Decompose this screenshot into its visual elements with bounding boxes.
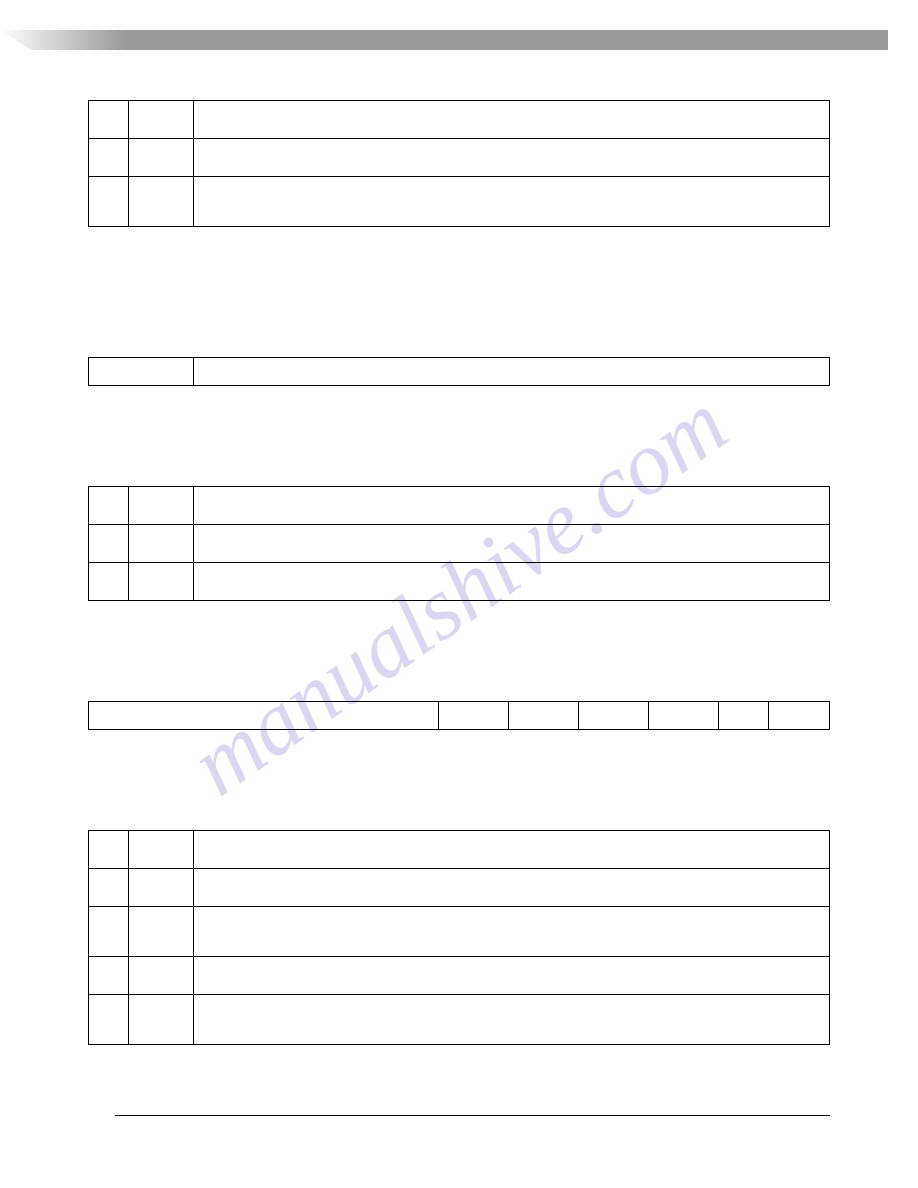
table-cell xyxy=(89,139,129,177)
table-row xyxy=(89,177,830,227)
table-cell xyxy=(129,525,194,563)
table-cell xyxy=(194,139,830,177)
table-cell xyxy=(194,995,830,1045)
table-row xyxy=(89,907,830,957)
table-cell xyxy=(89,358,194,386)
table-cell xyxy=(194,831,830,869)
table-5-section xyxy=(88,830,830,1045)
table-cell xyxy=(194,957,830,995)
page-content xyxy=(0,0,918,1105)
table-cell xyxy=(129,101,194,139)
table-cell xyxy=(89,831,129,869)
table-2 xyxy=(88,357,830,386)
table-cell xyxy=(194,487,830,525)
table-5 xyxy=(88,830,830,1045)
table-cell xyxy=(194,525,830,563)
table-row xyxy=(89,831,830,869)
table-row xyxy=(89,358,830,386)
table-cell xyxy=(89,869,129,907)
table-1-section xyxy=(88,100,830,227)
table-row xyxy=(89,139,830,177)
table-cell xyxy=(89,957,129,995)
table-cell xyxy=(129,831,194,869)
table-cell xyxy=(439,702,509,730)
table-cell xyxy=(89,487,129,525)
table-row xyxy=(89,995,830,1045)
table-cell xyxy=(194,358,830,386)
table-row xyxy=(89,563,830,601)
table-cell xyxy=(194,177,830,227)
table-cell xyxy=(579,702,649,730)
table-cell xyxy=(649,702,719,730)
table-2-section xyxy=(88,357,830,386)
table-cell xyxy=(89,563,129,601)
table-cell xyxy=(129,563,194,601)
table-cell xyxy=(89,907,129,957)
table-4-section xyxy=(88,701,830,730)
table-cell xyxy=(194,907,830,957)
table-row xyxy=(89,869,830,907)
table-cell xyxy=(89,995,129,1045)
table-cell xyxy=(89,702,439,730)
table-cell xyxy=(89,101,129,139)
table-cell xyxy=(129,907,194,957)
table-cell xyxy=(194,563,830,601)
table-cell xyxy=(129,487,194,525)
table-row xyxy=(89,487,830,525)
table-cell xyxy=(129,869,194,907)
table-cell xyxy=(129,957,194,995)
table-cell xyxy=(89,177,129,227)
table-cell xyxy=(129,139,194,177)
table-row xyxy=(89,101,830,139)
table-cell xyxy=(769,702,830,730)
table-cell xyxy=(194,101,830,139)
table-cell xyxy=(509,702,579,730)
table-cell xyxy=(129,177,194,227)
table-4 xyxy=(88,701,830,730)
table-1 xyxy=(88,100,830,227)
table-3 xyxy=(88,486,830,601)
table-3-section xyxy=(88,486,830,601)
table-row xyxy=(89,525,830,563)
table-cell xyxy=(129,995,194,1045)
table-cell xyxy=(719,702,769,730)
footer-line xyxy=(115,1115,830,1116)
table-cell xyxy=(194,869,830,907)
table-cell xyxy=(89,525,129,563)
table-row xyxy=(89,702,830,730)
table-row xyxy=(89,957,830,995)
